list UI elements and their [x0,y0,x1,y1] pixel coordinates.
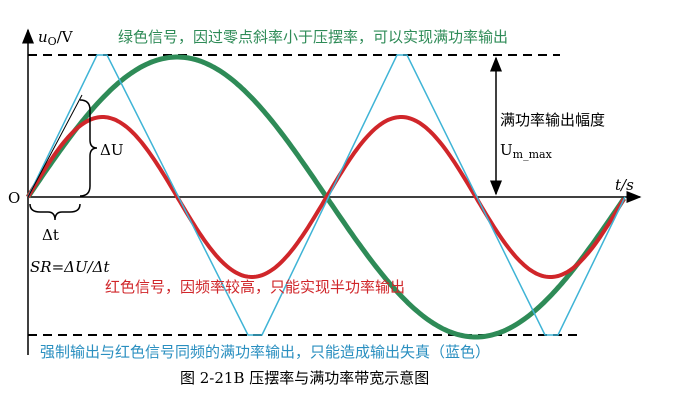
slew-rate: SR=ΔU/Δt [30,258,110,276]
brace-dt [29,203,81,221]
delta-u: ΔU [100,141,123,159]
origin-label: O [8,189,20,207]
caption: 图 2-21B 压摆率与满功率带宽示意图 [180,369,429,387]
green-note: 绿色信号，因过零点斜率小于压摆率，可以实现满功率输出 [118,28,508,46]
red-signal [26,115,626,280]
y-axis-label: uO/V [38,28,74,48]
u-subscript: m_max [513,148,553,161]
blue-note: 强制输出与红色信号同频的满功率输出，只能造成输出失真（蓝色） [40,343,490,361]
brace-du [79,99,98,197]
x-axis-label: t/s [615,176,634,194]
blue-signal [27,54,626,336]
u-symbol: U [500,141,513,159]
slope-line [27,94,83,198]
delta-t: Δt [42,226,59,244]
amplitude-label: 满功率输出幅度 [500,111,605,129]
y-symbol: u [38,28,48,46]
red-note: 红色信号，因频率较高，只能实现半功率输出 [105,278,405,296]
y-subscript: O [48,35,57,48]
y-unit: /V [57,28,74,46]
amplitude-symbol: Um_max [500,141,553,161]
